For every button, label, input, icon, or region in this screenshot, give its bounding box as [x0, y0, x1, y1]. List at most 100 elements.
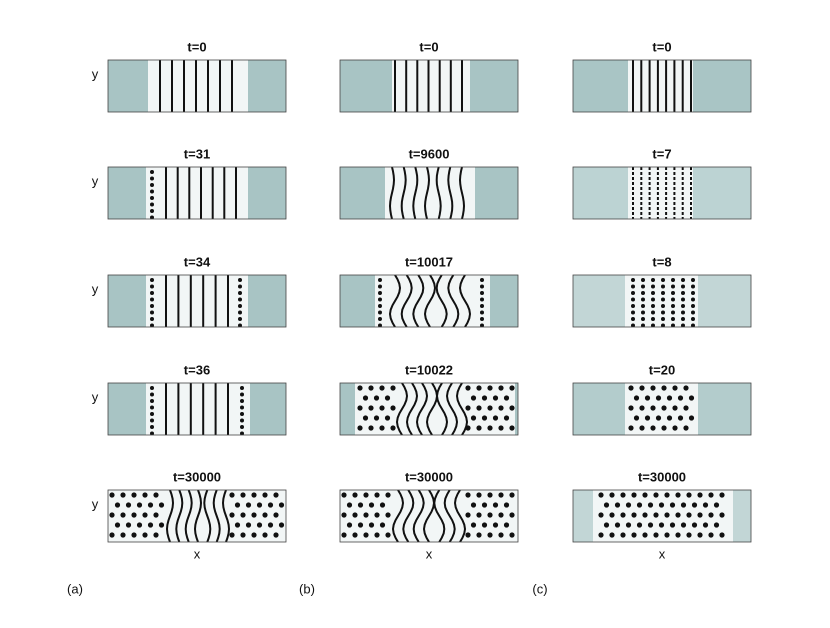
- column-label: (c): [532, 581, 547, 596]
- dot: [666, 395, 673, 401]
- dot: [661, 278, 665, 282]
- dot: [379, 425, 385, 431]
- stripe: [184, 490, 193, 542]
- column-label: (a): [67, 581, 83, 596]
- dot: [262, 492, 268, 498]
- dot: [363, 512, 369, 518]
- panel-title: t=20: [649, 362, 675, 377]
- dot: [125, 502, 132, 508]
- panel-frame: [572, 166, 752, 220]
- dot: [150, 386, 154, 390]
- dot: [498, 405, 504, 411]
- dot: [470, 395, 477, 401]
- dot: [603, 522, 610, 528]
- dot: [487, 512, 493, 518]
- dot: [498, 385, 504, 391]
- dot: [641, 291, 645, 295]
- dot: [480, 310, 484, 315]
- dot: [379, 385, 385, 391]
- panel-title: t=36: [184, 362, 210, 377]
- dot: [142, 492, 148, 498]
- dot: [498, 492, 504, 498]
- y-axis-label: y: [92, 281, 99, 296]
- dot: [150, 170, 154, 174]
- dot: [503, 522, 510, 528]
- dot: [691, 323, 695, 327]
- dot: [480, 284, 484, 289]
- dot: [480, 291, 484, 295]
- stripe: [212, 490, 221, 542]
- dot: [671, 284, 675, 289]
- dot: [238, 297, 242, 302]
- dot: [664, 492, 670, 498]
- dot: [625, 522, 632, 528]
- stripe: [447, 275, 460, 327]
- dot: [341, 492, 347, 498]
- dot: [273, 512, 279, 518]
- dot: [150, 278, 154, 282]
- dot: [240, 532, 246, 538]
- dot: [642, 512, 648, 518]
- stripe: [433, 490, 446, 542]
- dot: [238, 284, 242, 289]
- dot: [658, 522, 665, 528]
- dot: [636, 502, 643, 508]
- dot: [362, 395, 369, 401]
- dot: [378, 304, 382, 308]
- dot: [341, 512, 347, 518]
- dot: [614, 522, 621, 528]
- dot: [378, 323, 382, 327]
- panel-title: t=10022: [405, 362, 453, 377]
- dot: [672, 405, 678, 411]
- dot: [481, 502, 488, 508]
- x-axis-label: x: [426, 546, 433, 561]
- dot: [238, 323, 242, 327]
- dot: [598, 512, 604, 518]
- dot: [681, 297, 685, 302]
- dot: [229, 512, 235, 518]
- dot: [664, 532, 670, 538]
- panel-title: t=30000: [405, 469, 453, 484]
- dot: [465, 532, 471, 538]
- dot: [719, 512, 725, 518]
- dot: [598, 492, 604, 498]
- dot: [631, 323, 635, 327]
- dot: [653, 532, 659, 538]
- dot: [677, 395, 684, 401]
- dot: [378, 310, 382, 315]
- panel-title: t=8: [652, 254, 671, 269]
- pattern-region: [146, 167, 248, 219]
- dot: [150, 291, 154, 295]
- pattern-region: [392, 60, 470, 112]
- dot: [251, 532, 257, 538]
- dot: [671, 304, 675, 308]
- dot: [262, 512, 268, 518]
- dot: [686, 512, 692, 518]
- dot: [109, 492, 115, 498]
- dot: [691, 317, 695, 321]
- stripe: [445, 383, 459, 435]
- panel: [573, 275, 751, 327]
- dot: [609, 492, 615, 498]
- dot: [476, 405, 482, 411]
- dot: [150, 310, 154, 315]
- dot: [691, 284, 695, 289]
- dot: [352, 512, 358, 518]
- dot: [647, 522, 654, 528]
- y-axis-label: y: [92, 66, 99, 81]
- dot: [476, 385, 482, 391]
- dot: [644, 395, 651, 401]
- stripe: [423, 275, 437, 327]
- stripe: [425, 383, 439, 435]
- dot: [476, 492, 482, 498]
- dot: [503, 415, 510, 421]
- dot: [639, 425, 645, 431]
- panel: [108, 275, 286, 327]
- stripe: [415, 383, 429, 435]
- dot: [238, 291, 242, 295]
- dot: [147, 502, 154, 508]
- dot: [374, 532, 380, 538]
- dot: [385, 492, 391, 498]
- dot: [661, 310, 665, 315]
- dot: [639, 405, 645, 411]
